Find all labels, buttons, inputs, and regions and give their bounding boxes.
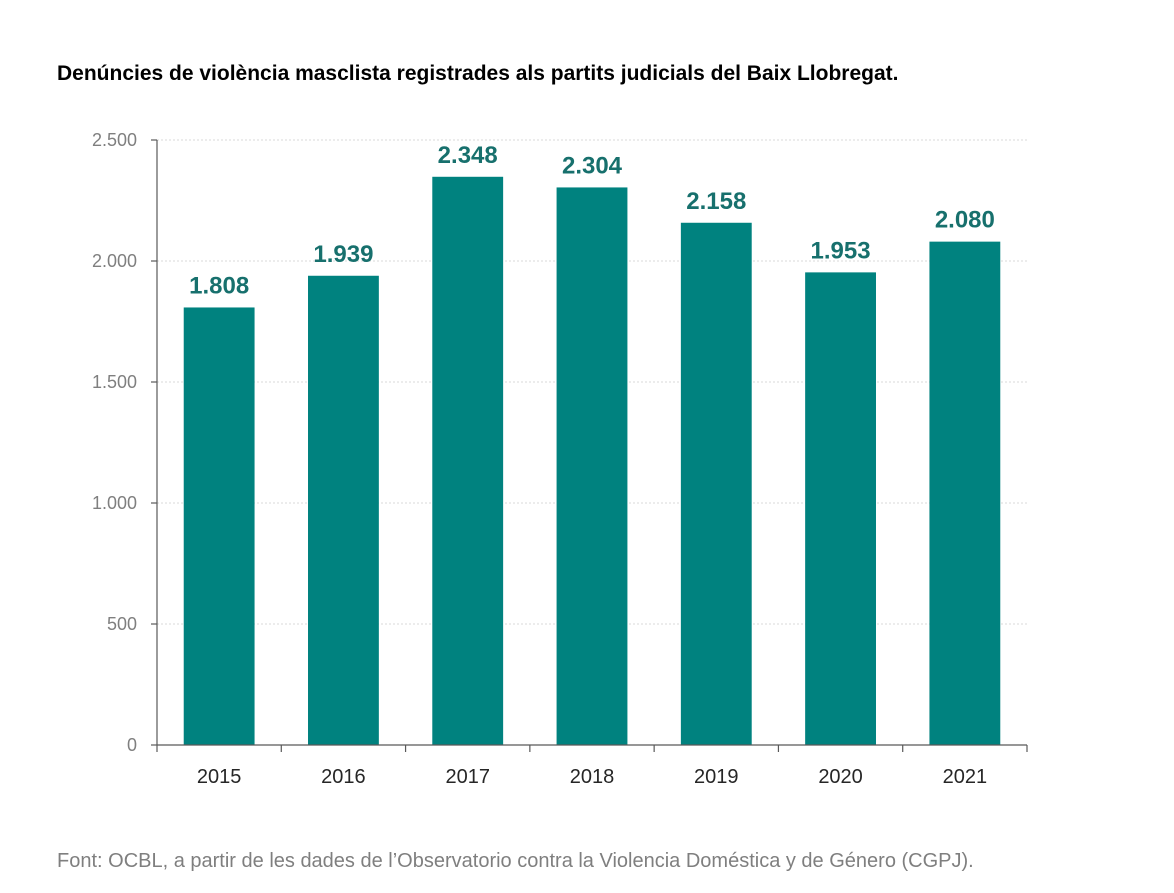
x-tick-label: 2018 (570, 766, 615, 788)
x-tick-label: 2017 (445, 766, 490, 788)
bar (183, 307, 255, 745)
bar (929, 241, 1001, 745)
x-tick-label: 2021 (943, 766, 988, 788)
axes (151, 139, 1028, 752)
chart-title: Denúncies de violència masclista registr… (57, 62, 899, 85)
y-tick-label: 0 (127, 735, 137, 755)
y-tick-label: 1.500 (92, 372, 137, 392)
x-tick-label: 2019 (694, 766, 739, 788)
data-label: 1.953 (811, 237, 871, 264)
data-label: 1.808 (189, 272, 249, 299)
y-tick-label: 2.500 (92, 130, 137, 150)
labels: 0 500 1.000 1.500 2.000 2.500 1.808 2015 1.939 20… (92, 130, 995, 788)
source-note: Font: OCBL, a partir de les dades de l’O… (57, 850, 974, 872)
bar (308, 275, 379, 745)
data-label: 2.080 (935, 207, 995, 234)
data-label: 2.304 (562, 152, 623, 179)
bars (183, 176, 1001, 745)
data-label: 1.939 (313, 241, 373, 268)
x-tick-label: 2015 (197, 766, 242, 788)
data-label: 2.158 (686, 188, 746, 215)
bar (805, 272, 876, 745)
x-tick-label: 2016 (321, 766, 366, 788)
y-tick-label: 1.000 (92, 493, 137, 513)
x-tick-label: 2020 (818, 766, 863, 788)
bar (680, 222, 752, 745)
bar (556, 187, 628, 745)
y-tick-label: 500 (107, 614, 137, 634)
bar (432, 176, 504, 745)
data-label: 2.348 (438, 142, 498, 169)
y-tick-label: 2.000 (92, 251, 137, 271)
gridlines (157, 139, 1027, 625)
